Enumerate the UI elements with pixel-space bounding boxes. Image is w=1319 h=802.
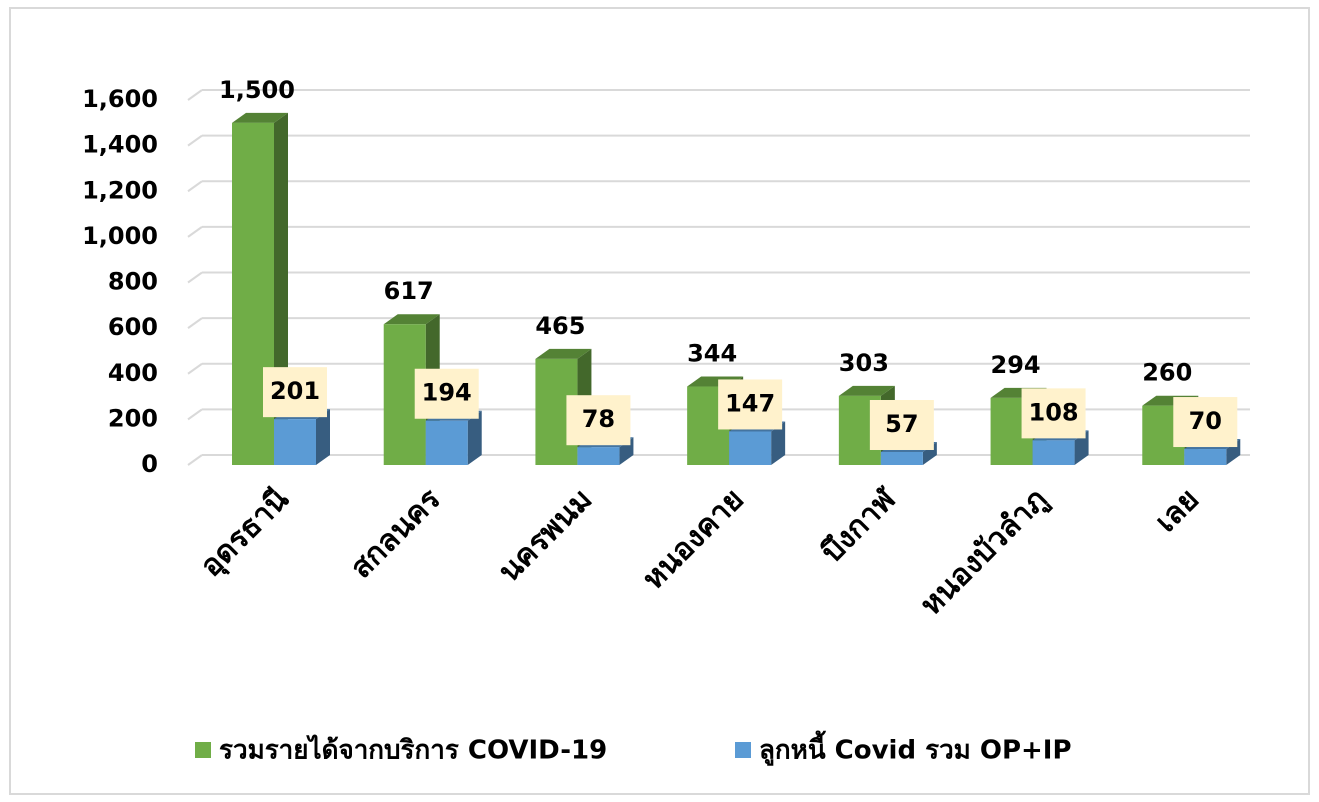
data-label: 344 — [687, 340, 737, 368]
grid-line-depth — [187, 362, 203, 375]
bar-front — [880, 451, 923, 465]
legend-swatch — [195, 742, 211, 758]
data-label: 78 — [582, 405, 615, 433]
data-label: 617 — [384, 277, 434, 305]
bar-front — [1184, 449, 1227, 465]
legend-label: ลูกหนี้ Covid รวม OP+IP — [759, 730, 1072, 767]
bar-side — [771, 421, 786, 465]
y-tick-label: 1,400 — [82, 131, 158, 159]
data-label: 1,500 — [219, 76, 295, 104]
bar-front — [1032, 440, 1075, 465]
data-label-box — [414, 368, 479, 419]
bar-side — [1074, 430, 1089, 465]
grid-line-depth — [187, 271, 203, 284]
data-label: 147 — [725, 389, 775, 417]
grid-line-depth — [187, 180, 203, 193]
legend-label: รวมรายได้จากบริการ COVID-19 — [219, 734, 607, 766]
bar — [425, 410, 482, 465]
data-label-box — [1173, 397, 1238, 448]
data-label: 57 — [885, 410, 918, 438]
bar-front — [577, 447, 620, 465]
y-tick-label: 0 — [141, 450, 158, 478]
y-tick-label: 1,600 — [82, 85, 158, 113]
data-label-box — [1021, 388, 1086, 439]
data-label-box — [566, 395, 631, 446]
data-label: 194 — [422, 379, 472, 407]
grid-line-depth — [187, 134, 203, 147]
data-label-box — [718, 379, 783, 430]
data-label: 303 — [839, 349, 889, 377]
grid-line-depth — [187, 317, 203, 329]
grid-line-depth — [187, 226, 203, 238]
bar-side — [316, 409, 330, 465]
bar-front — [729, 431, 772, 465]
bar-front — [274, 419, 316, 465]
y-tick-label: 400 — [108, 359, 158, 387]
data-label: 108 — [1029, 398, 1079, 426]
bar-side — [467, 410, 482, 465]
data-label: 201 — [270, 377, 320, 405]
data-label: 70 — [1189, 407, 1222, 435]
grid-line-depth — [187, 454, 203, 466]
y-tick-label: 200 — [108, 404, 158, 432]
bar-top — [383, 314, 440, 325]
grid-line-depth — [187, 89, 203, 101]
bar-top — [232, 112, 288, 123]
grid-line-depth — [187, 408, 203, 421]
data-label: 465 — [535, 312, 585, 340]
legend-swatch — [735, 742, 751, 758]
data-label-box — [869, 399, 934, 450]
bar-top — [535, 348, 592, 359]
bar — [274, 409, 330, 465]
bar-top — [838, 385, 895, 396]
y-tick-label: 1,000 — [82, 222, 158, 250]
data-label-box — [263, 367, 327, 418]
y-tick-label: 600 — [108, 313, 158, 341]
data-label: 294 — [991, 351, 1041, 379]
chart-frame — [9, 7, 1310, 795]
data-label: 260 — [1142, 359, 1192, 387]
y-tick-label: 800 — [108, 268, 158, 296]
bar-front — [425, 420, 468, 465]
y-tick-label: 1,200 — [82, 176, 158, 204]
